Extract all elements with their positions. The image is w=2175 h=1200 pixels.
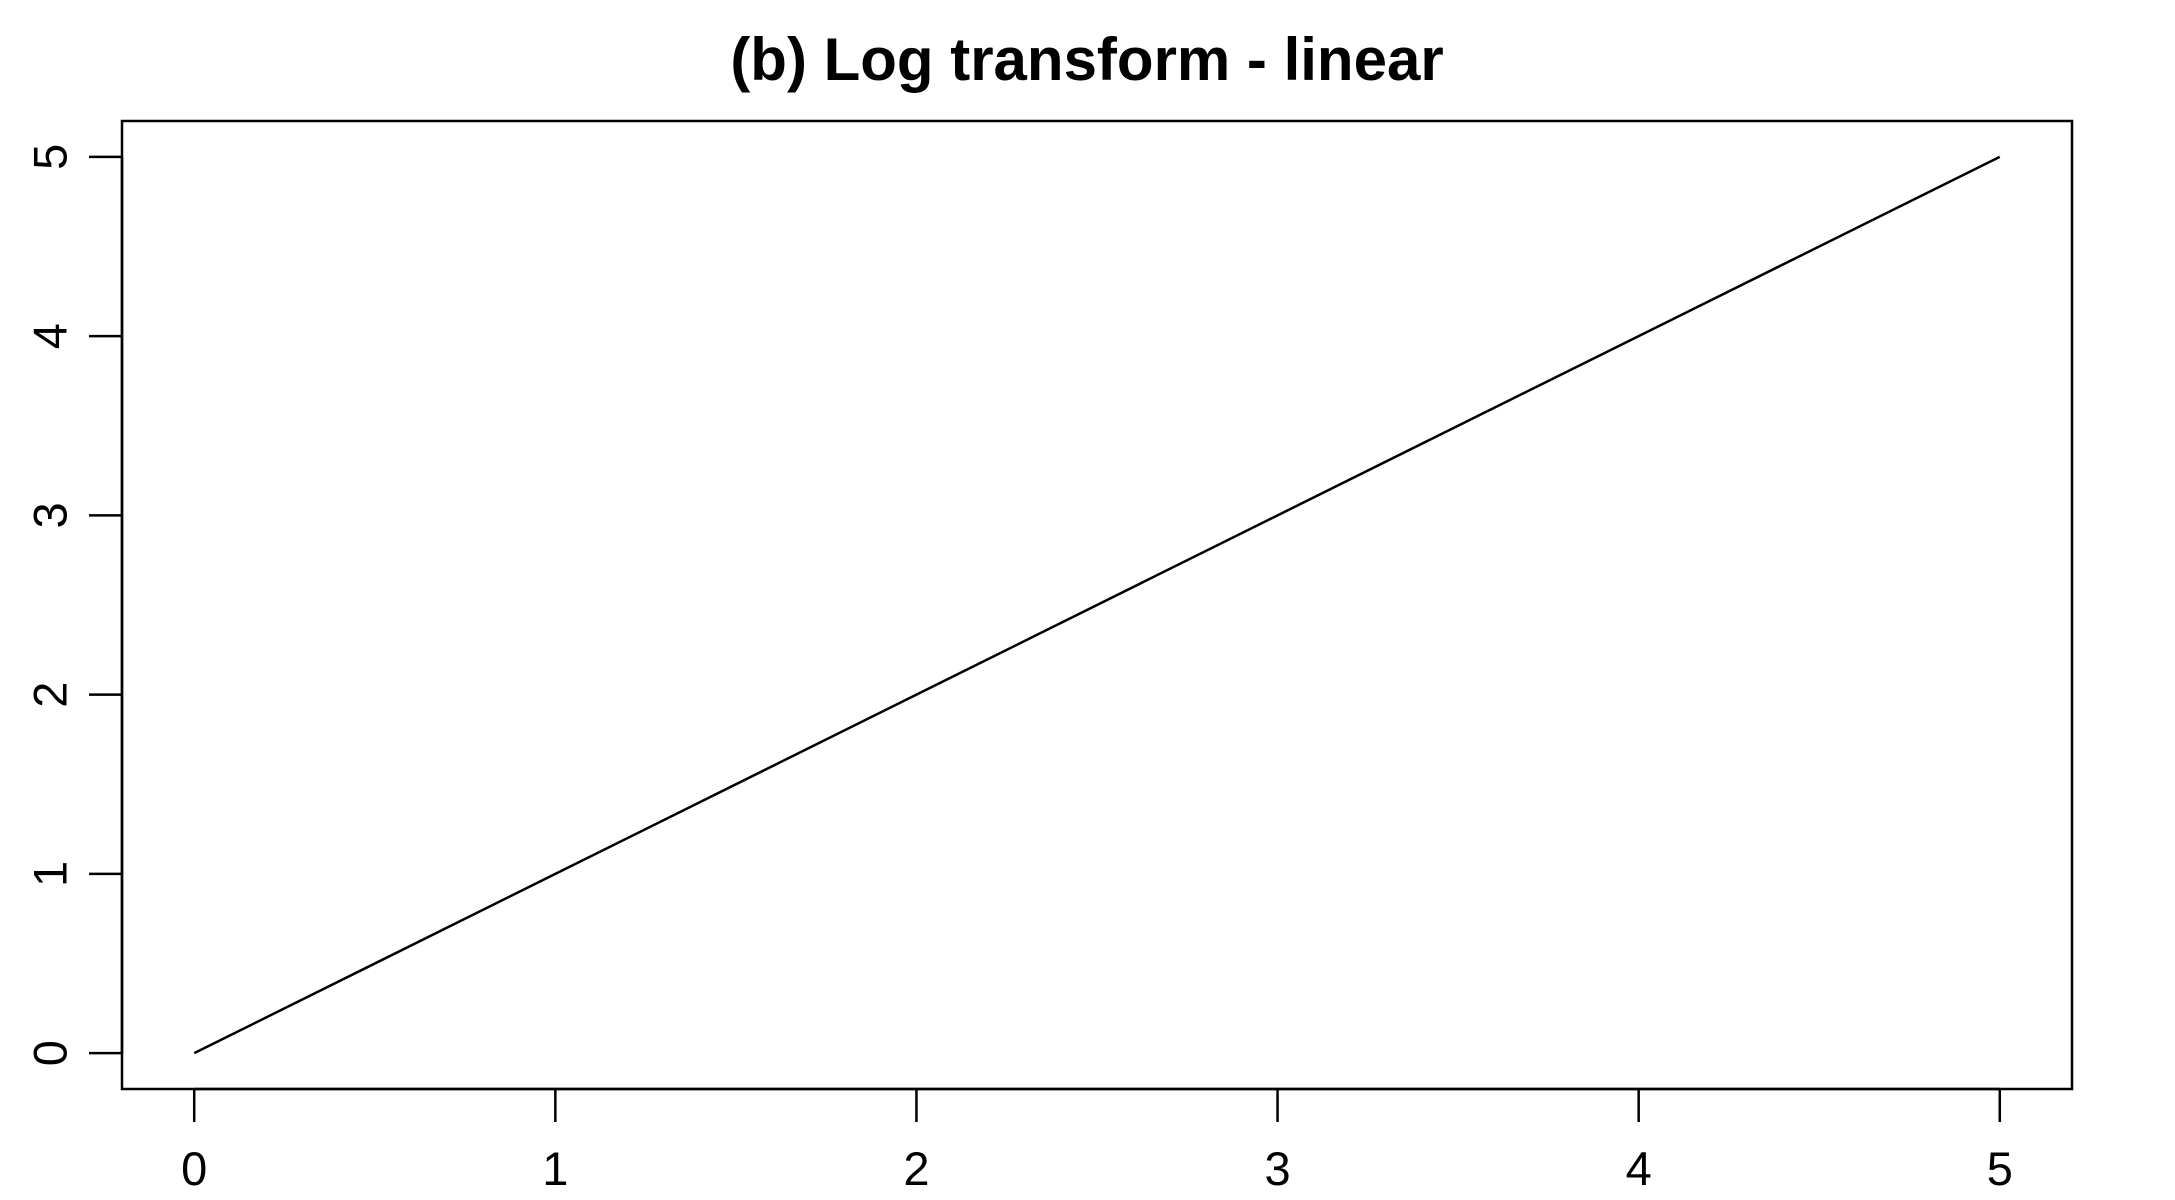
y-tick-label: 0: [24, 1040, 77, 1066]
x-tick-label: 0: [181, 1142, 207, 1195]
chart-title: (b) Log transform - linear: [730, 26, 1443, 93]
y-tick-label: 4: [24, 323, 77, 349]
x-tick-label: 2: [903, 1142, 929, 1195]
series-line: [193, 155, 2001, 1055]
y-axis: 0 1 2 3 4 5: [24, 144, 124, 1066]
x-tick-label: 5: [1987, 1142, 2013, 1195]
series-layer: [193, 155, 2001, 1055]
y-tick-label: 1: [24, 861, 77, 887]
x-tick-label: 3: [1264, 1142, 1290, 1195]
y-tick-label: 5: [24, 144, 77, 170]
y-tick-label: 2: [24, 682, 77, 708]
x-tick-label: 4: [1626, 1142, 1652, 1195]
x-axis: 0 1 2 3 4 5: [181, 1087, 2013, 1195]
y-tick-label: 3: [24, 502, 77, 528]
x-tick-label: 1: [542, 1142, 568, 1195]
